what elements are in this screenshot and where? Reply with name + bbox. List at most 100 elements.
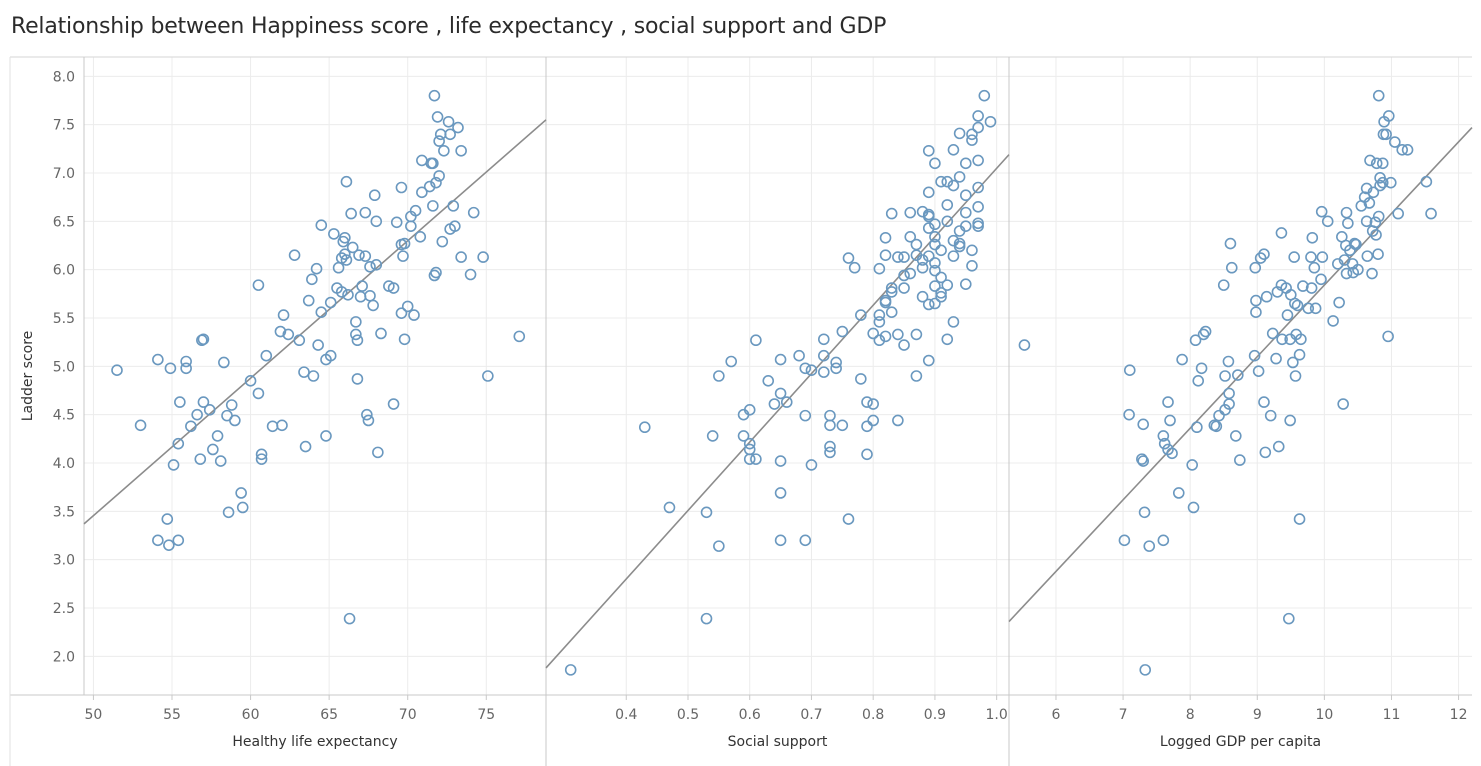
data-point[interactable] — [1289, 297, 1301, 310]
data-point[interactable] — [427, 200, 439, 212]
data-point[interactable] — [1401, 144, 1414, 156]
data-point[interactable] — [953, 127, 966, 140]
data-point[interactable] — [922, 354, 935, 367]
data-point[interactable] — [1248, 349, 1261, 362]
data-point[interactable] — [959, 220, 972, 232]
data-point[interactable] — [1342, 217, 1354, 230]
data-point[interactable] — [414, 231, 427, 243]
data-point[interactable] — [898, 251, 910, 263]
data-point[interactable] — [743, 437, 756, 450]
data-point[interactable] — [229, 414, 241, 427]
data-point[interactable] — [172, 437, 185, 450]
data-point[interactable] — [194, 453, 207, 465]
data-point[interactable] — [1281, 309, 1294, 321]
data-point[interactable] — [750, 453, 762, 465]
data-point[interactable] — [1333, 296, 1345, 309]
data-point[interactable] — [774, 387, 787, 400]
data-point[interactable] — [312, 339, 324, 351]
data-point[interactable] — [947, 316, 960, 328]
data-point[interactable] — [1321, 215, 1334, 228]
data-point[interactable] — [260, 349, 273, 362]
data-point[interactable] — [423, 180, 436, 193]
data-point[interactable] — [817, 333, 830, 346]
data-point[interactable] — [879, 330, 892, 343]
data-point[interactable] — [134, 419, 147, 432]
data-point[interactable] — [438, 144, 450, 157]
data-point[interactable] — [713, 540, 725, 552]
data-point[interactable] — [152, 353, 164, 366]
data-point[interactable] — [255, 448, 268, 461]
data-point[interactable] — [1295, 333, 1307, 346]
data-point[interactable] — [935, 287, 947, 299]
data-point[interactable] — [1266, 327, 1279, 340]
data-point[interactable] — [916, 254, 929, 266]
data-point[interactable] — [1302, 302, 1315, 315]
data-point[interactable] — [398, 333, 411, 346]
data-point[interactable] — [197, 396, 210, 408]
data-point[interactable] — [892, 251, 904, 263]
data-point[interactable] — [916, 261, 929, 274]
data-point[interactable] — [663, 501, 676, 514]
data-point[interactable] — [1293, 348, 1306, 361]
data-point[interactable] — [966, 128, 978, 141]
data-point[interactable] — [972, 201, 984, 213]
data-point[interactable] — [1232, 369, 1244, 381]
data-point[interactable] — [867, 414, 879, 427]
data-point[interactable] — [1305, 251, 1317, 263]
data-point[interactable] — [1137, 418, 1150, 431]
data-point[interactable] — [288, 249, 301, 261]
data-point[interactable] — [799, 409, 812, 422]
data-point[interactable] — [824, 419, 836, 432]
data-point[interactable] — [398, 237, 411, 250]
data-point[interactable] — [1367, 186, 1380, 199]
data-point[interactable] — [953, 240, 966, 253]
data-point[interactable] — [842, 513, 855, 525]
data-point[interactable] — [1309, 302, 1322, 315]
data-point[interactable] — [467, 206, 480, 219]
data-point[interactable] — [1189, 334, 1202, 347]
data-point[interactable] — [836, 325, 849, 338]
data-point[interactable] — [203, 404, 216, 416]
data-point[interactable] — [805, 459, 818, 471]
data-point[interactable] — [774, 353, 787, 366]
data-point[interactable] — [1258, 248, 1270, 260]
data-point[interactable] — [324, 296, 337, 309]
data-point[interactable] — [935, 244, 947, 257]
data-point[interactable] — [966, 244, 978, 257]
data-point[interactable] — [873, 316, 886, 328]
data-point[interactable] — [225, 399, 238, 411]
data-point[interactable] — [879, 231, 892, 244]
data-point[interactable] — [390, 216, 403, 229]
data-point[interactable] — [1272, 440, 1285, 453]
data-point[interactable] — [1370, 229, 1382, 241]
data-point[interactable] — [1138, 506, 1151, 519]
data-point[interactable] — [1289, 370, 1302, 382]
data-point[interactable] — [370, 215, 383, 228]
data-point[interactable] — [855, 309, 867, 321]
data-point[interactable] — [1250, 294, 1262, 307]
data-point[interactable] — [395, 307, 408, 319]
data-point[interactable] — [236, 501, 249, 514]
data-point[interactable] — [1380, 128, 1392, 141]
data-point[interactable] — [941, 175, 954, 188]
data-point[interactable] — [1250, 306, 1262, 319]
data-point[interactable] — [892, 414, 904, 427]
data-point[interactable] — [1270, 352, 1282, 365]
data-point[interactable] — [395, 181, 408, 194]
data-point[interactable] — [387, 282, 400, 294]
data-point[interactable] — [362, 414, 375, 427]
data-point[interactable] — [1374, 179, 1386, 192]
data-point[interactable] — [282, 328, 295, 341]
data-point[interactable] — [324, 349, 337, 362]
data-point[interactable] — [959, 278, 972, 290]
data-point[interactable] — [1337, 398, 1349, 410]
data-point[interactable] — [1223, 387, 1235, 400]
data-point[interactable] — [1389, 136, 1401, 148]
data-point[interactable] — [836, 419, 849, 432]
data-point[interactable] — [922, 250, 935, 262]
data-point[interactable] — [737, 430, 750, 442]
data-point[interactable] — [1376, 176, 1389, 189]
data-point[interactable] — [855, 373, 867, 385]
data-point[interactable] — [1123, 364, 1136, 377]
data-point[interactable] — [1372, 248, 1384, 260]
